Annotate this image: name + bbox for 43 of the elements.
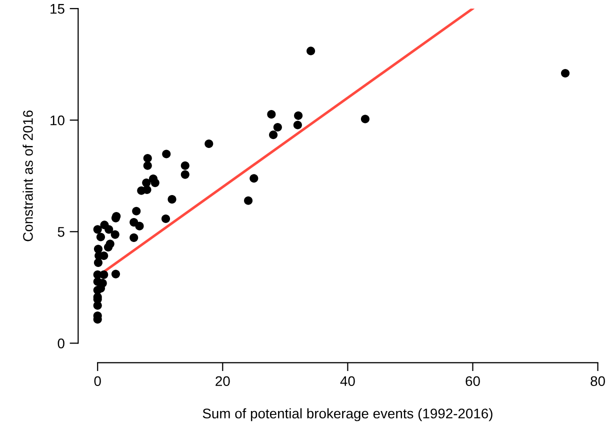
point — [130, 233, 138, 242]
point — [143, 161, 152, 170]
point — [93, 225, 102, 234]
point — [111, 270, 120, 278]
point — [150, 178, 160, 188]
y-tick-label: 10 — [50, 115, 64, 126]
point — [100, 270, 108, 279]
point — [204, 139, 214, 148]
point — [360, 114, 370, 124]
x-tick-label: 0 — [94, 376, 101, 386]
point — [143, 154, 152, 163]
point — [306, 46, 316, 56]
point — [180, 161, 190, 170]
x-tick-label: 40 — [340, 376, 355, 386]
point — [93, 301, 102, 310]
y-tick-label: 0 — [58, 338, 64, 348]
point — [269, 130, 278, 140]
y-tick-label: 15 — [50, 4, 64, 14]
point — [561, 68, 570, 78]
point — [162, 150, 171, 158]
point — [168, 195, 176, 204]
point — [294, 111, 303, 120]
point — [135, 222, 144, 230]
point — [244, 196, 253, 205]
y-tick-label: 5 — [58, 227, 64, 237]
point — [96, 232, 106, 242]
point — [132, 206, 141, 216]
point — [110, 230, 120, 239]
point — [104, 242, 113, 252]
point — [273, 122, 282, 132]
point — [267, 110, 276, 119]
x-tick-label: 80 — [590, 376, 605, 386]
point — [250, 174, 258, 183]
x-tick-label: 20 — [216, 376, 230, 386]
y-axis-title: Constraint as of 2016 — [22, 110, 33, 242]
point — [161, 214, 170, 223]
point — [137, 186, 146, 195]
point — [104, 225, 114, 234]
point — [293, 120, 302, 130]
point — [94, 258, 103, 267]
x-tick-label: 60 — [466, 376, 480, 386]
point — [180, 170, 190, 179]
x-axis-title: Sum of potential brokerage events (1992-2016) — [202, 408, 492, 422]
